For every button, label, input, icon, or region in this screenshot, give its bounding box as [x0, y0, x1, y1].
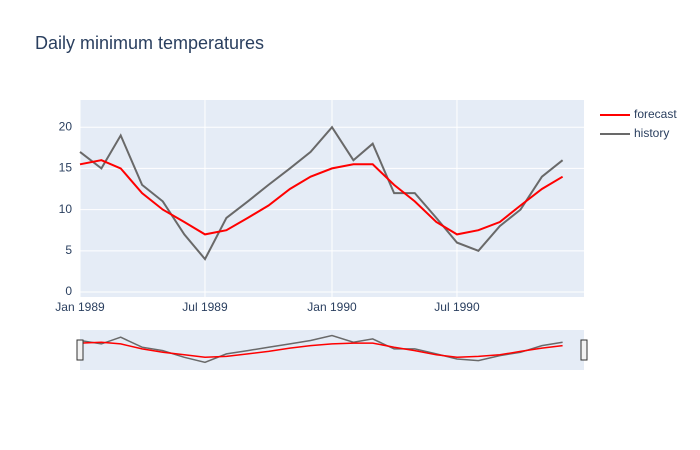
- x-tick-label: Jan 1990: [307, 300, 357, 314]
- x-tick-label: Jan 1989: [55, 300, 105, 314]
- slider-line: [79, 334, 563, 364]
- legend-label[interactable]: history: [634, 126, 669, 140]
- line: [79, 159, 564, 236]
- line: [79, 125, 564, 261]
- chart-title: Daily minimum temperatures: [35, 33, 264, 53]
- slider-handle[interactable]: [76, 339, 84, 361]
- slider-handle[interactable]: [580, 339, 588, 361]
- y-tick-label: 20: [59, 119, 73, 133]
- slider-line: [79, 341, 563, 359]
- y-tick-label: 15: [59, 161, 73, 175]
- x-tick-label: Jul 1990: [434, 300, 480, 314]
- y-tick-label: 0: [65, 284, 72, 298]
- y-tick-label: 5: [65, 243, 72, 257]
- y-tick-label: 10: [59, 202, 73, 216]
- range-slider[interactable]: [80, 330, 584, 370]
- legend-label[interactable]: forecast: [634, 107, 677, 121]
- x-tick-label: Jul 1989: [182, 300, 228, 314]
